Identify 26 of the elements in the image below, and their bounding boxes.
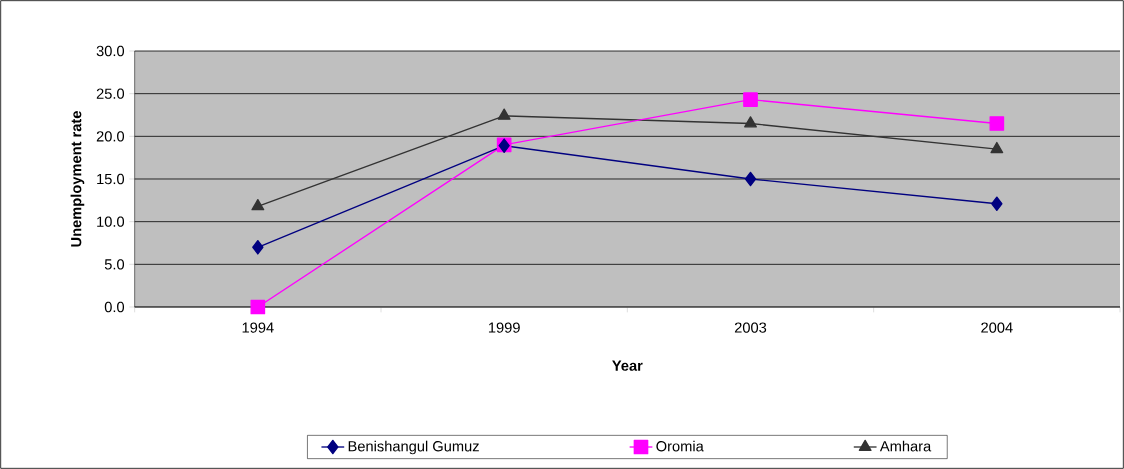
y-tick-label: 25.0 [96,88,125,99]
point [991,196,1003,212]
point [990,141,1004,154]
point [252,239,264,255]
x-tick-label: 2004 [981,322,1013,333]
point [251,198,265,211]
point [250,299,266,315]
point [497,108,511,120]
y-tick-label: 30.0 [96,45,125,57]
x-tick-label: 2003 [734,322,767,333]
x-tick-label: 1999 [488,322,520,333]
point [744,171,757,187]
legend-label: Benishangul Gumuz [348,440,479,455]
point [989,116,1005,131]
y-tick-label: 20.0 [96,131,125,142]
legend-label: Oromia [656,440,704,452]
y-axis-title: Unemployment rate [70,111,85,247]
y-tick-label: 5.0 [104,259,125,270]
point [744,116,757,128]
x-tick-label: 1994 [242,322,274,333]
y-tick-label: 15.0 [97,173,125,185]
y-tick-label: 0.0 [104,301,125,313]
legend-label: Amhara [879,440,932,452]
y-tick-label: 10.0 [97,216,125,227]
point [743,92,758,107]
x-axis-title: Year [612,360,643,371]
